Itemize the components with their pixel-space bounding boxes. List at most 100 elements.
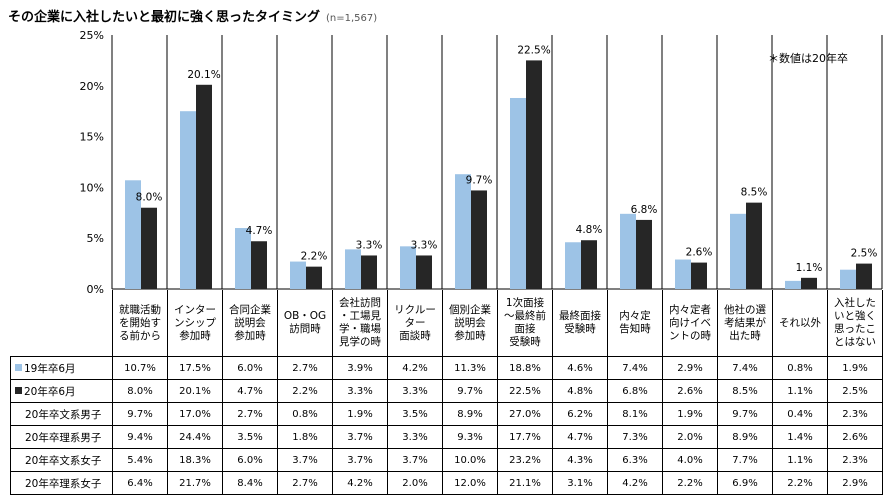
table-cell: 7.3%	[607, 425, 663, 449]
category-label: 入社した いと強く 思ったこ とはない	[827, 290, 883, 357]
legend-swatch	[15, 386, 22, 394]
table-cell: 7.4%	[717, 356, 773, 380]
y-tick-label: 25%	[80, 29, 104, 42]
category-label: 他社の選 考結果が 出た時	[717, 290, 773, 357]
data-table: 就職活動 を開始す る前から インター ンシップ 参加時 合同企業 説明会 参加時 OB・OG 訪問…	[10, 290, 883, 495]
data-label: 2.2%	[301, 251, 328, 263]
data-label: 3.3%	[411, 239, 438, 251]
bar-19	[455, 174, 471, 289]
table-cell: 2.0%	[387, 471, 443, 495]
bar-19	[235, 228, 251, 289]
data-label: 6.8%	[631, 204, 658, 216]
table-cell: 0.8%	[277, 402, 333, 426]
row-label-text: 20年卒文系男子	[25, 408, 102, 421]
bar-20	[361, 255, 377, 289]
row-label: 19年卒6月	[10, 356, 113, 380]
table-cell: 1.8%	[277, 425, 333, 449]
table-cell: 4.2%	[332, 471, 388, 495]
category-label: 内々定者 向けイベ ントの時	[662, 290, 718, 357]
table-cell: 17.0%	[167, 402, 223, 426]
category-label: OB・OG 訪問時	[277, 290, 333, 357]
bar-20	[746, 202, 762, 289]
table-cell: 23.2%	[497, 448, 553, 472]
table-cell: 1.4%	[772, 425, 828, 449]
bar-19	[785, 280, 801, 289]
bar-20	[636, 219, 652, 289]
table-cell: 8.1%	[607, 402, 663, 426]
row-label: 20年卒6月	[10, 379, 113, 403]
table-cell: 2.2%	[772, 471, 828, 495]
legend-swatch	[15, 363, 22, 371]
data-label: 20.1%	[187, 69, 220, 81]
table-cell: 1.1%	[772, 379, 828, 403]
table-cell: 6.0%	[222, 448, 278, 472]
chart-title: その企業に入社したいと最初に強く思ったタイミング (n=1,567)	[8, 6, 377, 25]
category-label: 1次面接 ～最終前 面接 受験時	[497, 290, 553, 357]
table-cell: 4.8%	[552, 379, 608, 403]
table-cell: 1.9%	[662, 402, 718, 426]
table-cell: 21.7%	[167, 471, 223, 495]
bar-19	[620, 213, 636, 289]
table-cell: 22.5%	[497, 379, 553, 403]
table-cell: 3.3%	[387, 425, 443, 449]
data-label: 8.5%	[741, 187, 768, 199]
table-row: 20年卒理系男子 9.4% 24.4% 3.5% 1.8% 3.7% 3.3% 9.3% 17.…	[10, 425, 883, 449]
table-cell: 4.3%	[552, 448, 608, 472]
table-cell: 9.7%	[717, 402, 773, 426]
category-label: 会社訪問 ・工場見 学・職場 見学の時	[332, 290, 388, 357]
bar-20	[471, 190, 487, 289]
table-cell: 3.9%	[332, 356, 388, 380]
data-label: 2.6%	[686, 247, 713, 259]
table-cell: 17.7%	[497, 425, 553, 449]
table-cell: 3.5%	[222, 425, 278, 449]
data-label: 4.8%	[576, 224, 603, 236]
data-label: 1.1%	[796, 262, 823, 274]
table-row: 20年卒文系女子 5.4% 18.3% 6.0% 3.7% 3.7% 3.7% 10.0% 23…	[10, 448, 883, 472]
table-cell: 24.4%	[167, 425, 223, 449]
annotation-note: ＊数値は20年卒	[768, 52, 848, 65]
row-label-text: 19年卒6月	[24, 362, 76, 375]
table-corner	[10, 290, 113, 357]
table-cell: 9.7%	[112, 402, 168, 426]
bar-19	[345, 249, 361, 289]
table-cell: 2.2%	[277, 379, 333, 403]
data-label: 9.7%	[466, 174, 493, 186]
table-cell: 27.0%	[497, 402, 553, 426]
table-cell: 4.6%	[552, 356, 608, 380]
table-cell: 6.2%	[552, 402, 608, 426]
table-cell: 7.4%	[607, 356, 663, 380]
row-label-text: 20年卒理系男子	[25, 431, 102, 444]
table-cell: 17.5%	[167, 356, 223, 380]
bar-19	[675, 259, 691, 289]
table-cell: 2.6%	[827, 425, 883, 449]
data-label: 4.7%	[246, 225, 273, 237]
category-label: 就職活動 を開始す る前から	[112, 290, 168, 357]
row-label-text: 20年卒理系女子	[25, 477, 102, 490]
row-label: 20年卒理系女子	[10, 471, 113, 495]
table-cell: 6.4%	[112, 471, 168, 495]
bar-19	[180, 111, 196, 289]
bar-19	[510, 97, 526, 289]
table-cell: 2.5%	[827, 379, 883, 403]
category-label: 内々定 告知時	[607, 290, 663, 357]
bar-19	[290, 261, 306, 289]
category-label: リクルー ター 面談時	[387, 290, 443, 357]
table-cell: 6.9%	[717, 471, 773, 495]
table-cell: 0.8%	[772, 356, 828, 380]
table-cell: 4.2%	[607, 471, 663, 495]
table-cell: 2.7%	[222, 402, 278, 426]
table-cell: 6.0%	[222, 356, 278, 380]
table-cell: 2.2%	[662, 471, 718, 495]
row-label: 20年卒理系男子	[10, 425, 113, 449]
table-cell: 2.0%	[662, 425, 718, 449]
table-cell: 3.1%	[552, 471, 608, 495]
table-cell: 8.5%	[717, 379, 773, 403]
table-cell: 18.3%	[167, 448, 223, 472]
table-cell: 2.6%	[662, 379, 718, 403]
bar-19	[840, 269, 856, 289]
table-cell: 5.4%	[112, 448, 168, 472]
bar-20	[416, 255, 432, 289]
data-label: 22.5%	[517, 44, 550, 56]
table-cell: 8.0%	[112, 379, 168, 403]
bar-19	[400, 246, 416, 289]
